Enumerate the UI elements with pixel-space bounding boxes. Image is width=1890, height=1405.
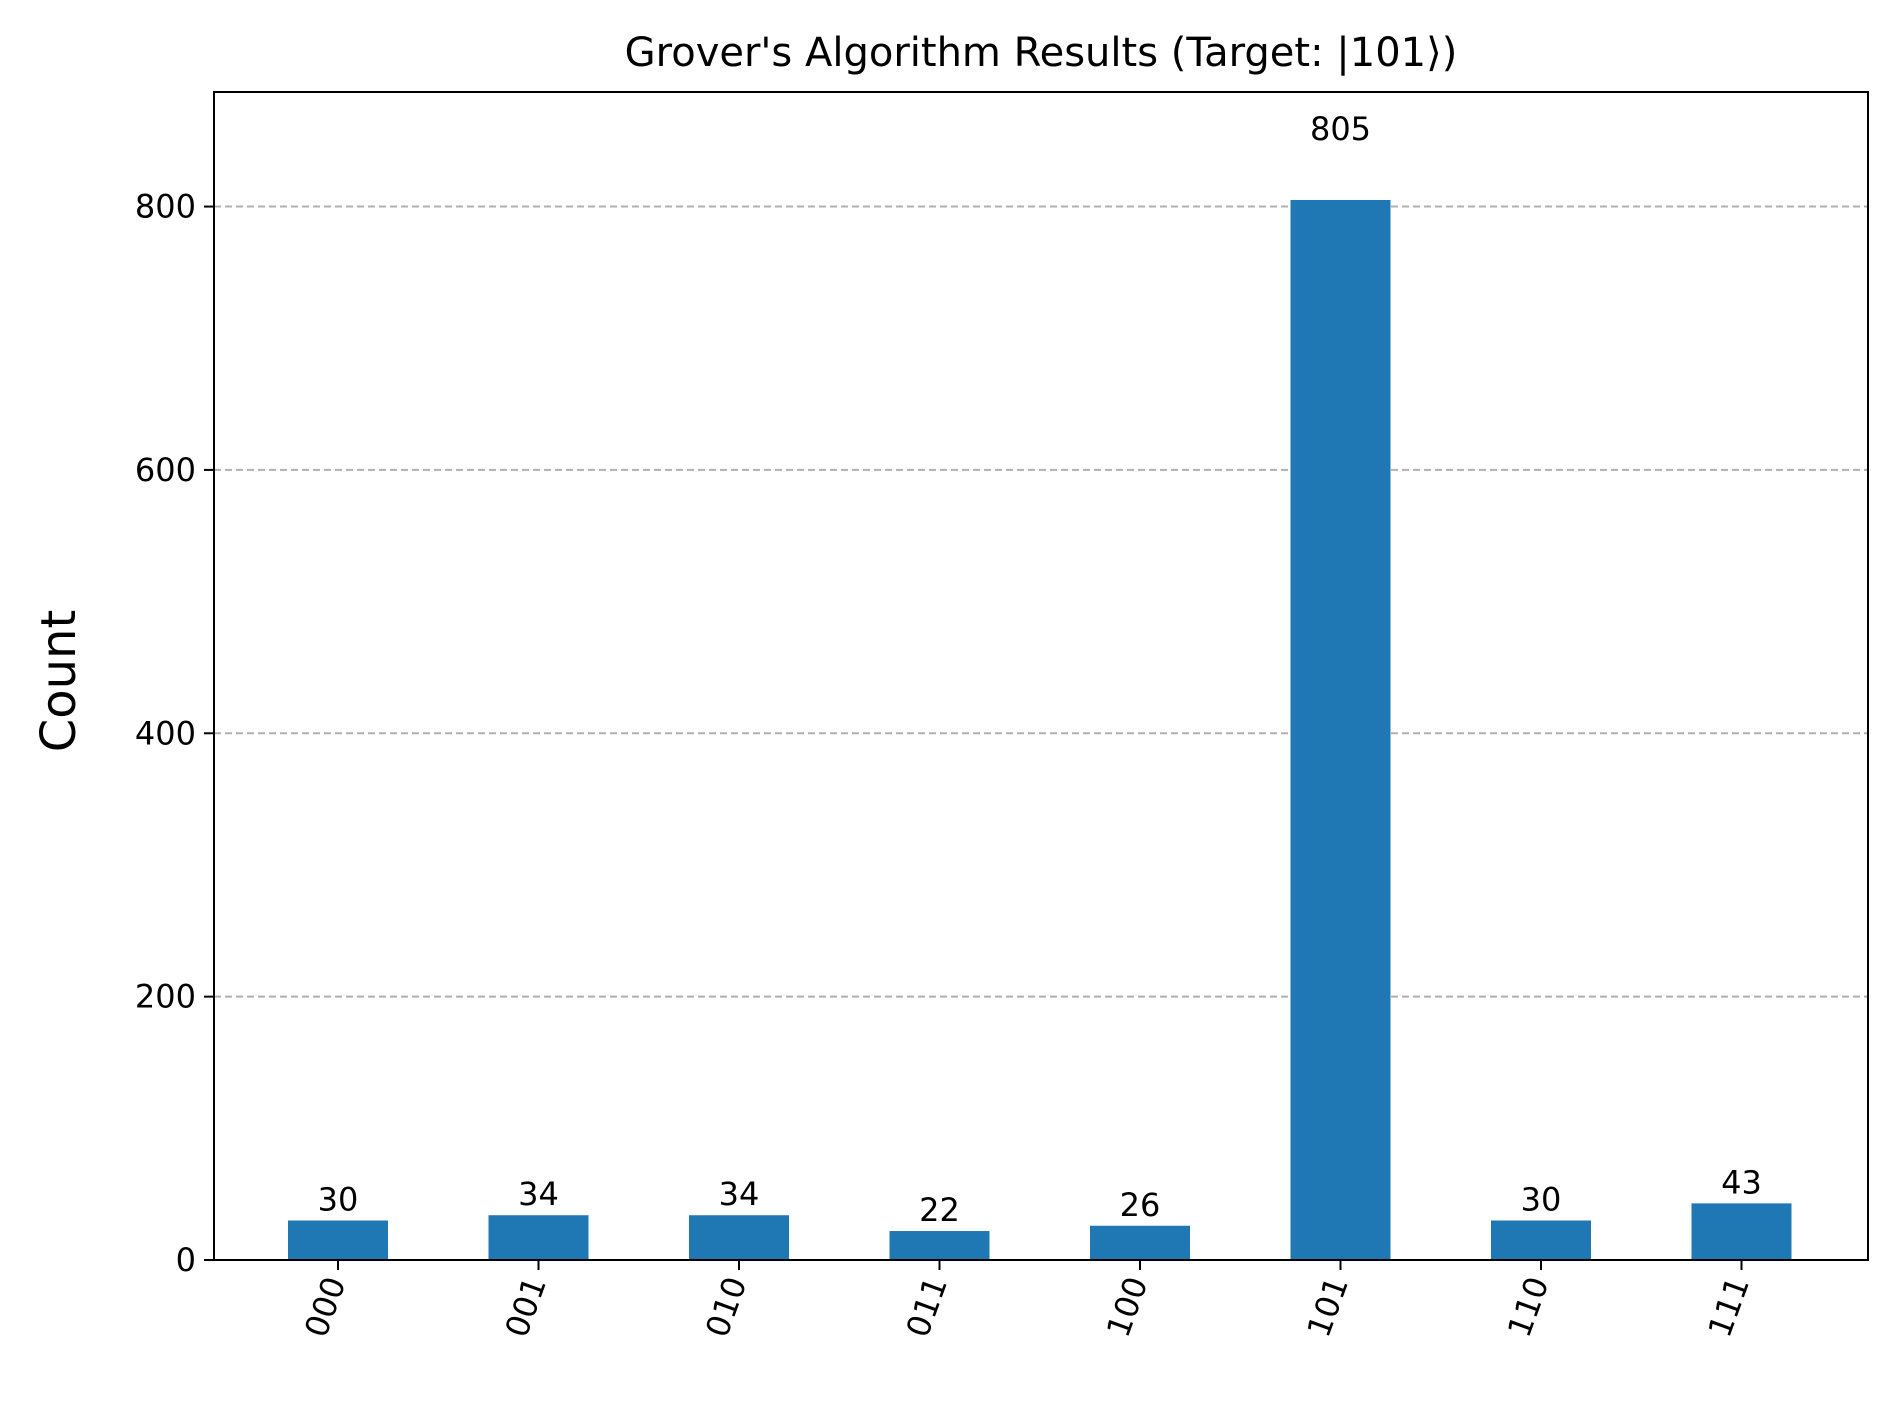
bar-110 bbox=[1491, 1220, 1591, 1260]
bar-value-label-101: 805 bbox=[1310, 110, 1371, 148]
y-tick-label-600: 600 bbox=[135, 451, 196, 489]
bar-011 bbox=[889, 1231, 990, 1260]
bar-100 bbox=[1090, 1225, 1190, 1260]
bar-value-label-001: 34 bbox=[518, 1175, 559, 1213]
bars bbox=[288, 199, 1792, 1261]
bar-111 bbox=[1691, 1203, 1792, 1260]
chart-title: Grover's Algorithm Results (Target: |101… bbox=[625, 30, 1458, 76]
x-tick-label-101: 101 bbox=[1299, 1272, 1356, 1342]
x-tick-label-111: 111 bbox=[1700, 1272, 1757, 1342]
bar-value-label-100: 26 bbox=[1120, 1186, 1161, 1224]
x-tick-label-011: 011 bbox=[898, 1272, 955, 1342]
bar-001 bbox=[488, 1215, 589, 1260]
bar-value-label-000: 30 bbox=[318, 1180, 359, 1218]
y-tick-label-200: 200 bbox=[135, 978, 196, 1016]
y-axis-ticks: 0 200 400 600 800 bbox=[135, 188, 214, 1279]
bar-value-labels: 30 34 34 22 26 805 30 43 bbox=[318, 110, 1762, 1229]
grid-lines bbox=[214, 205, 1868, 998]
y-tick-label-400: 400 bbox=[135, 714, 196, 752]
bar-101 bbox=[1290, 199, 1391, 1261]
y-axis-label: Count bbox=[31, 610, 87, 753]
bar-value-label-010: 34 bbox=[719, 1175, 760, 1213]
x-tick-label-110: 110 bbox=[1500, 1272, 1557, 1342]
bar-value-label-110: 30 bbox=[1521, 1180, 1562, 1218]
y-tick-label-0: 0 bbox=[176, 1241, 196, 1279]
x-tick-label-001: 001 bbox=[497, 1272, 554, 1342]
plot-frame bbox=[213, 91, 1869, 1261]
bar-010 bbox=[689, 1215, 789, 1260]
bar-value-label-111: 43 bbox=[1721, 1163, 1762, 1201]
bar-value-label-011: 22 bbox=[919, 1191, 960, 1229]
x-tick-label-010: 010 bbox=[698, 1272, 755, 1342]
x-tick-label-000: 000 bbox=[297, 1272, 354, 1342]
y-tick-label-800: 800 bbox=[135, 188, 196, 226]
bar-000 bbox=[288, 1220, 388, 1260]
x-axis-ticks: 000 001 010 011 100 101 110 111 bbox=[297, 1260, 1757, 1342]
x-tick-label-100: 100 bbox=[1099, 1272, 1156, 1342]
